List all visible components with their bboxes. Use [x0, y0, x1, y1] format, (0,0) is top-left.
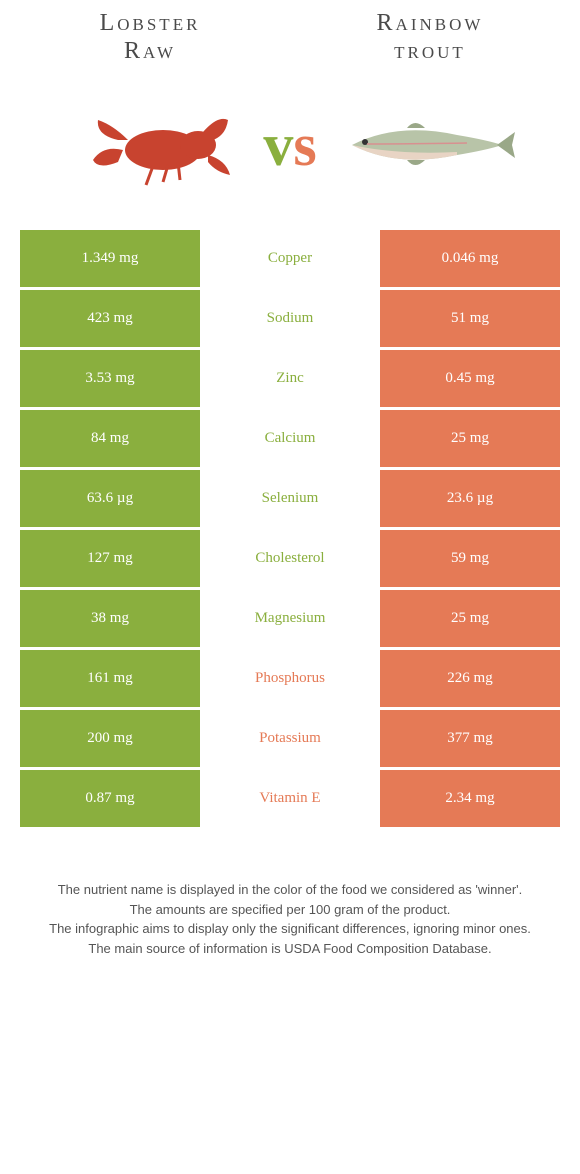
footer-line: The main source of information is USDA F…: [30, 939, 550, 959]
footer-line: The amounts are specified per 100 gram o…: [30, 900, 550, 920]
table-row: 200 mgPotassium377 mg: [20, 710, 560, 770]
value-right: 226 mg: [380, 650, 560, 710]
table-row: 161 mgPhosphorus226 mg: [20, 650, 560, 710]
table-row: 423 mgSodium51 mg: [20, 290, 560, 350]
value-right: 377 mg: [380, 710, 560, 770]
header: Lobster Raw Rainbow trout: [0, 0, 580, 70]
table-row: 1.349 mgCopper0.046 mg: [20, 230, 560, 290]
value-right: 2.34 mg: [380, 770, 560, 830]
footer-line: The infographic aims to display only the…: [30, 919, 550, 939]
table-row: 3.53 mgZinc0.45 mg: [20, 350, 560, 410]
nutrient-name: Copper: [200, 230, 380, 290]
nutrient-name: Potassium: [200, 710, 380, 770]
value-right: 0.45 mg: [380, 350, 560, 410]
value-left: 127 mg: [20, 530, 200, 590]
value-right: 51 mg: [380, 290, 560, 350]
value-left: 63.6 µg: [20, 470, 200, 530]
value-left: 161 mg: [20, 650, 200, 710]
lobster-image: [53, 80, 253, 210]
table-row: 38 mgMagnesium25 mg: [20, 590, 560, 650]
food-right-title: Rainbow trout: [330, 10, 530, 65]
value-left: 84 mg: [20, 410, 200, 470]
vs-row: vs: [0, 70, 580, 230]
nutrient-name: Selenium: [200, 470, 380, 530]
vs-label: vs: [263, 111, 316, 180]
value-left: 38 mg: [20, 590, 200, 650]
value-left: 3.53 mg: [20, 350, 200, 410]
value-right: 23.6 µg: [380, 470, 560, 530]
footer-line: The nutrient name is displayed in the co…: [30, 880, 550, 900]
value-left: 1.349 mg: [20, 230, 200, 290]
value-right: 25 mg: [380, 410, 560, 470]
table-row: 127 mgCholesterol59 mg: [20, 530, 560, 590]
nutrient-name: Calcium: [200, 410, 380, 470]
table-row: 84 mgCalcium25 mg: [20, 410, 560, 470]
table-row: 63.6 µgSelenium23.6 µg: [20, 470, 560, 530]
nutrient-name: Phosphorus: [200, 650, 380, 710]
food-left-title: Lobster Raw: [50, 10, 250, 65]
value-right: 25 mg: [380, 590, 560, 650]
nutrient-name: Magnesium: [200, 590, 380, 650]
nutrient-table: 1.349 mgCopper0.046 mg423 mgSodium51 mg3…: [20, 230, 560, 830]
table-row: 0.87 mgVitamin E2.34 mg: [20, 770, 560, 830]
nutrient-name: Cholesterol: [200, 530, 380, 590]
value-left: 423 mg: [20, 290, 200, 350]
nutrient-name: Vitamin E: [200, 770, 380, 830]
value-left: 0.87 mg: [20, 770, 200, 830]
trout-image: [327, 80, 527, 210]
value-left: 200 mg: [20, 710, 200, 770]
nutrient-name: Zinc: [200, 350, 380, 410]
footer-notes: The nutrient name is displayed in the co…: [0, 830, 580, 978]
nutrient-name: Sodium: [200, 290, 380, 350]
value-right: 59 mg: [380, 530, 560, 590]
value-right: 0.046 mg: [380, 230, 560, 290]
